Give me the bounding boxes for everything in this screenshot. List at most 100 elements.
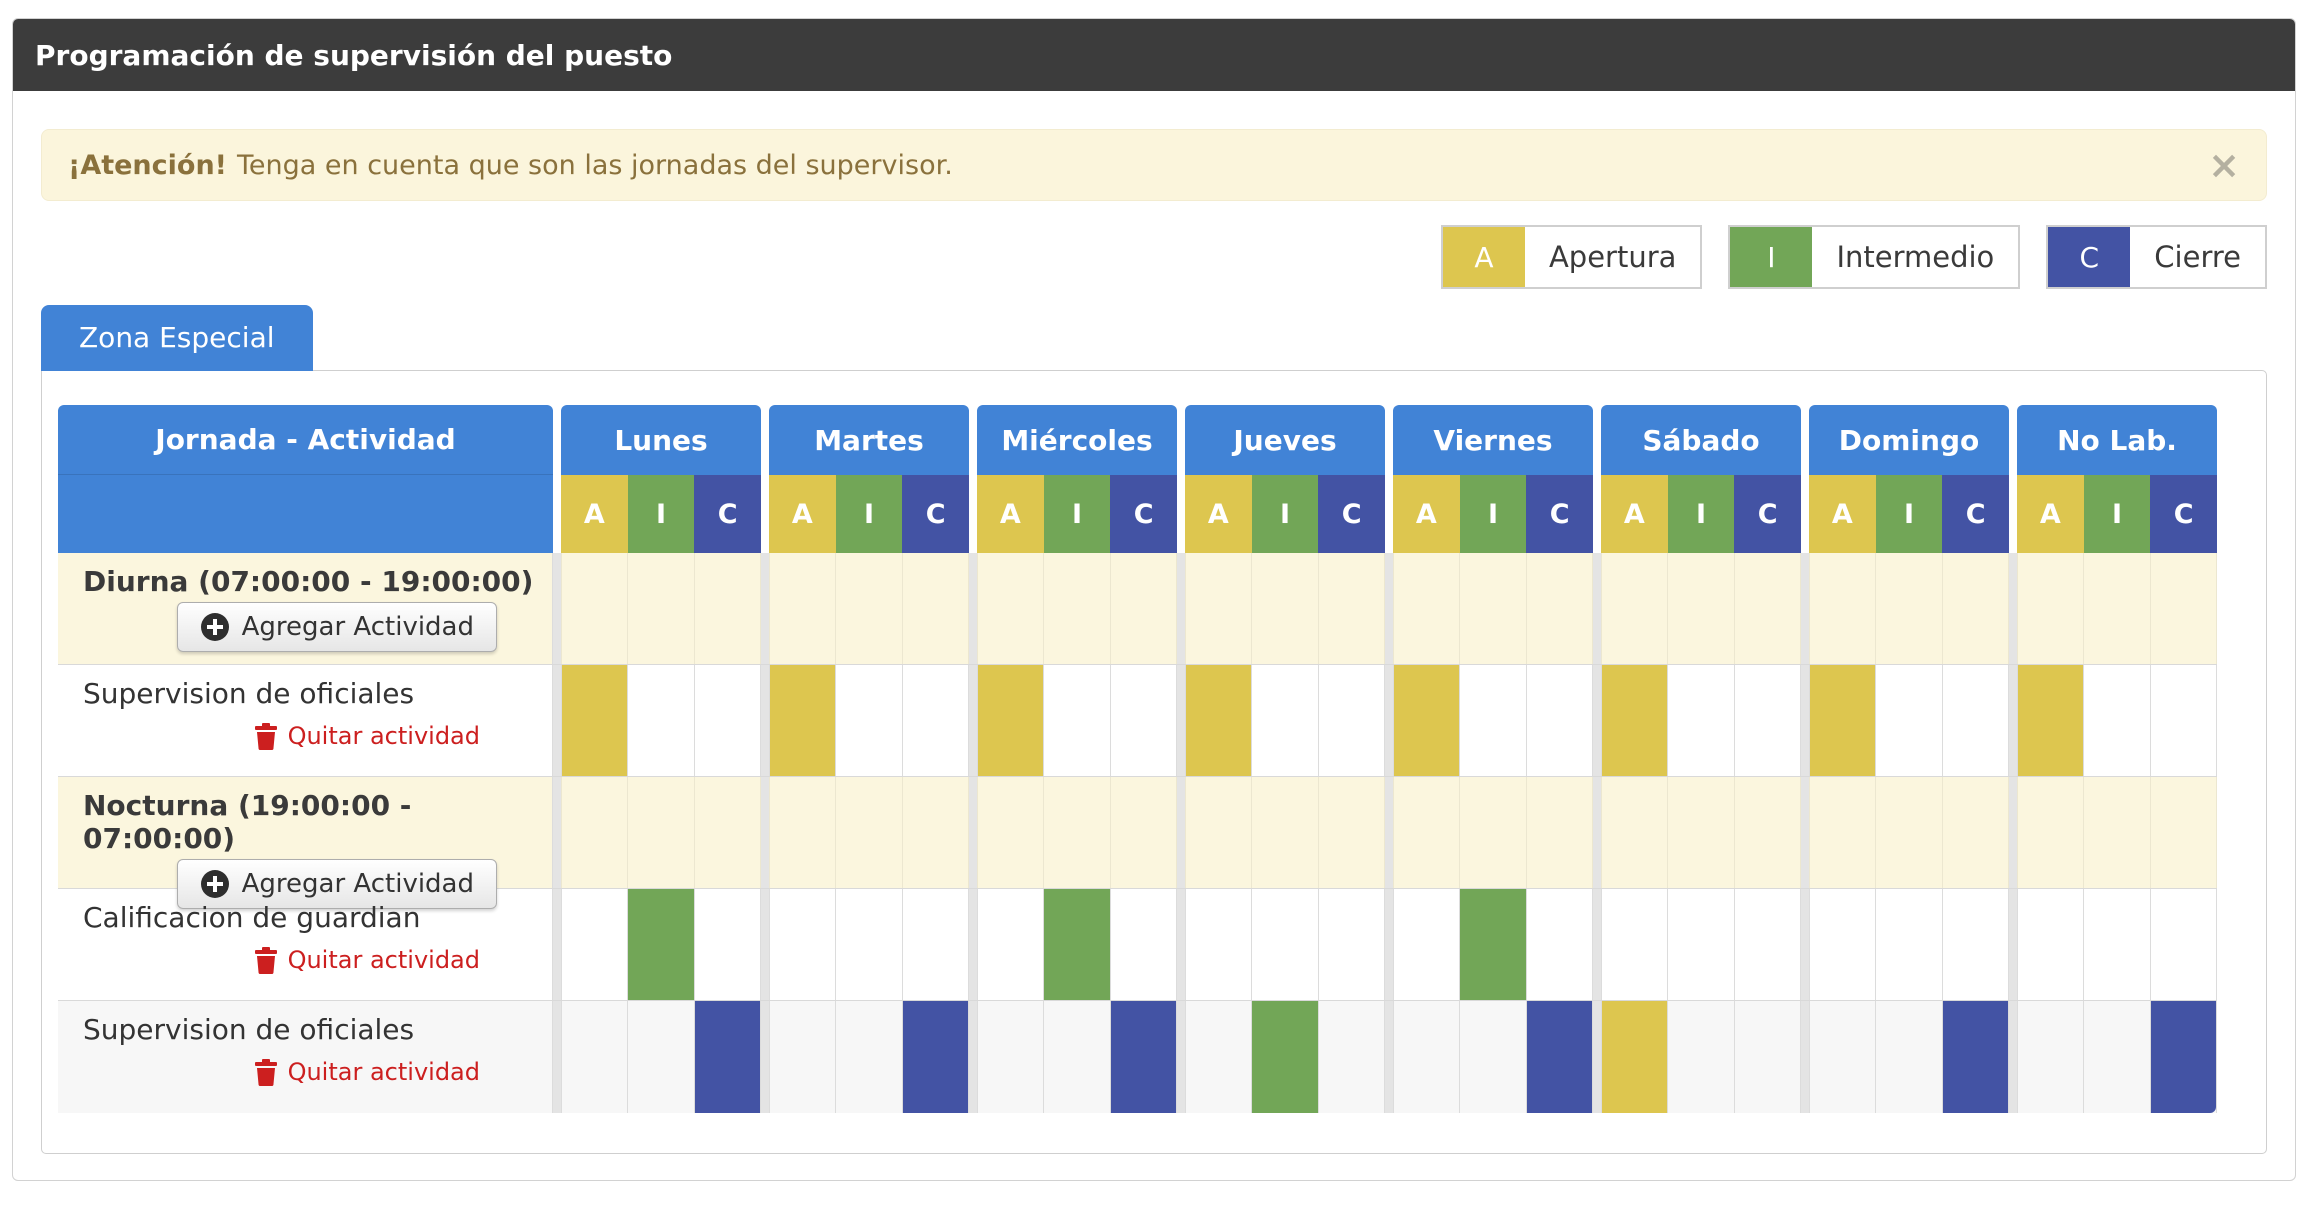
schedule-cell-mircoles-c[interactable]: [1109, 1001, 1176, 1113]
schedule-cell-sbado-c[interactable]: [1733, 777, 1800, 888]
schedule-cell-viernes-i[interactable]: [1459, 1001, 1525, 1113]
schedule-cell-sbado-c[interactable]: [1733, 665, 1800, 776]
schedule-cell-jueves-c[interactable]: [1317, 889, 1384, 1000]
schedule-cell-jueves-i[interactable]: [1251, 777, 1317, 888]
schedule-cell-jueves-c[interactable]: [1317, 777, 1384, 888]
schedule-cell-nolab-a[interactable]: [2018, 777, 2083, 888]
schedule-cell-sbado-a[interactable]: [1602, 889, 1667, 1000]
schedule-cell-nolab-a[interactable]: [2018, 889, 2083, 1000]
schedule-cell-nolab-c[interactable]: [2149, 889, 2216, 1000]
schedule-cell-jueves-c[interactable]: [1317, 1001, 1384, 1113]
schedule-cell-nolab-i[interactable]: [2083, 889, 2149, 1000]
schedule-cell-martes-i[interactable]: [835, 889, 901, 1000]
schedule-cell-lunes-c[interactable]: [693, 1001, 760, 1113]
schedule-cell-mircoles-c[interactable]: [1109, 553, 1176, 664]
schedule-cell-mircoles-i[interactable]: [1043, 1001, 1109, 1113]
schedule-cell-jueves-i[interactable]: [1251, 553, 1317, 664]
schedule-cell-martes-a[interactable]: [770, 665, 836, 776]
schedule-cell-lunes-a[interactable]: [562, 777, 627, 888]
add-activity-button[interactable]: Agregar Actividad: [176, 859, 497, 909]
schedule-cell-domingo-a[interactable]: [1810, 777, 1875, 888]
schedule-cell-jueves-a[interactable]: [1186, 665, 1252, 776]
schedule-cell-lunes-i[interactable]: [627, 553, 693, 664]
schedule-cell-viernes-c[interactable]: [1525, 1001, 1592, 1113]
schedule-cell-martes-i[interactable]: [835, 553, 901, 664]
schedule-cell-domingo-c[interactable]: [1941, 1001, 2008, 1113]
schedule-cell-nolab-c[interactable]: [2149, 553, 2216, 664]
schedule-cell-nolab-a[interactable]: [2018, 665, 2084, 776]
schedule-cell-lunes-c[interactable]: [693, 889, 760, 1000]
schedule-cell-lunes-c[interactable]: [693, 777, 760, 888]
schedule-cell-lunes-a[interactable]: [562, 889, 627, 1000]
schedule-cell-jueves-a[interactable]: [1186, 553, 1251, 664]
schedule-cell-domingo-c[interactable]: [1941, 665, 2008, 776]
schedule-cell-martes-i[interactable]: [835, 1001, 901, 1113]
remove-activity-link[interactable]: Quitar actividad: [254, 1058, 480, 1086]
schedule-cell-domingo-i[interactable]: [1875, 889, 1941, 1000]
schedule-cell-nolab-c[interactable]: [2149, 1001, 2216, 1113]
schedule-cell-mircoles-a[interactable]: [978, 889, 1043, 1000]
schedule-cell-martes-i[interactable]: [835, 665, 901, 776]
schedule-cell-lunes-i[interactable]: [627, 777, 693, 888]
schedule-cell-mircoles-a[interactable]: [978, 777, 1043, 888]
schedule-cell-mircoles-i[interactable]: [1043, 665, 1109, 776]
schedule-cell-sbado-i[interactable]: [1667, 889, 1733, 1000]
schedule-cell-sbado-i[interactable]: [1667, 665, 1733, 776]
schedule-cell-nolab-i[interactable]: [2083, 777, 2149, 888]
schedule-cell-domingo-i[interactable]: [1875, 553, 1941, 664]
schedule-cell-viernes-i[interactable]: [1459, 553, 1525, 664]
schedule-cell-martes-a[interactable]: [770, 889, 835, 1000]
schedule-cell-viernes-i[interactable]: [1459, 889, 1526, 1000]
schedule-cell-viernes-a[interactable]: [1394, 777, 1459, 888]
schedule-cell-lunes-a[interactable]: [562, 1001, 627, 1113]
schedule-cell-lunes-c[interactable]: [693, 665, 760, 776]
schedule-cell-lunes-i[interactable]: [627, 665, 693, 776]
schedule-cell-domingo-i[interactable]: [1875, 777, 1941, 888]
schedule-cell-sbado-i[interactable]: [1667, 777, 1733, 888]
schedule-cell-mircoles-a[interactable]: [978, 553, 1043, 664]
schedule-cell-viernes-a[interactable]: [1394, 553, 1459, 664]
schedule-cell-lunes-i[interactable]: [627, 1001, 693, 1113]
schedule-cell-lunes-c[interactable]: [693, 553, 760, 664]
schedule-cell-nolab-i[interactable]: [2083, 1001, 2149, 1113]
schedule-cell-domingo-c[interactable]: [1941, 553, 2008, 664]
schedule-cell-martes-c[interactable]: [901, 553, 968, 664]
schedule-cell-domingo-a[interactable]: [1810, 665, 1876, 776]
schedule-cell-viernes-c[interactable]: [1525, 889, 1592, 1000]
schedule-cell-martes-a[interactable]: [770, 777, 835, 888]
schedule-cell-domingo-a[interactable]: [1810, 889, 1875, 1000]
add-activity-button[interactable]: Agregar Actividad: [176, 602, 497, 652]
schedule-cell-mircoles-a[interactable]: [978, 665, 1044, 776]
schedule-cell-domingo-i[interactable]: [1875, 665, 1941, 776]
schedule-cell-mircoles-c[interactable]: [1109, 665, 1176, 776]
schedule-cell-nolab-a[interactable]: [2018, 1001, 2083, 1113]
schedule-cell-viernes-c[interactable]: [1525, 553, 1592, 664]
schedule-cell-mircoles-i[interactable]: [1043, 889, 1110, 1000]
schedule-cell-lunes-i[interactable]: [627, 889, 694, 1000]
schedule-cell-viernes-i[interactable]: [1459, 665, 1525, 776]
schedule-cell-sbado-i[interactable]: [1667, 553, 1733, 664]
schedule-cell-sbado-a[interactable]: [1602, 553, 1667, 664]
schedule-cell-domingo-i[interactable]: [1875, 1001, 1941, 1113]
schedule-cell-jueves-a[interactable]: [1186, 1001, 1251, 1113]
schedule-cell-mircoles-c[interactable]: [1109, 889, 1176, 1000]
schedule-cell-lunes-a[interactable]: [562, 553, 627, 664]
schedule-cell-domingo-a[interactable]: [1810, 553, 1875, 664]
schedule-cell-martes-c[interactable]: [901, 777, 968, 888]
schedule-cell-viernes-a[interactable]: [1394, 665, 1460, 776]
schedule-cell-domingo-c[interactable]: [1941, 777, 2008, 888]
schedule-cell-viernes-i[interactable]: [1459, 777, 1525, 888]
schedule-cell-domingo-a[interactable]: [1810, 1001, 1875, 1113]
schedule-cell-jueves-c[interactable]: [1317, 665, 1384, 776]
schedule-cell-martes-i[interactable]: [835, 777, 901, 888]
remove-activity-link[interactable]: Quitar actividad: [254, 946, 480, 974]
schedule-cell-mircoles-i[interactable]: [1043, 777, 1109, 888]
schedule-cell-martes-a[interactable]: [770, 1001, 835, 1113]
schedule-cell-sbado-c[interactable]: [1733, 553, 1800, 664]
schedule-cell-nolab-c[interactable]: [2149, 777, 2216, 888]
schedule-cell-mircoles-c[interactable]: [1109, 777, 1176, 888]
schedule-cell-nolab-i[interactable]: [2083, 665, 2149, 776]
schedule-cell-mircoles-a[interactable]: [978, 1001, 1043, 1113]
schedule-cell-nolab-c[interactable]: [2149, 665, 2216, 776]
schedule-cell-martes-c[interactable]: [901, 665, 968, 776]
